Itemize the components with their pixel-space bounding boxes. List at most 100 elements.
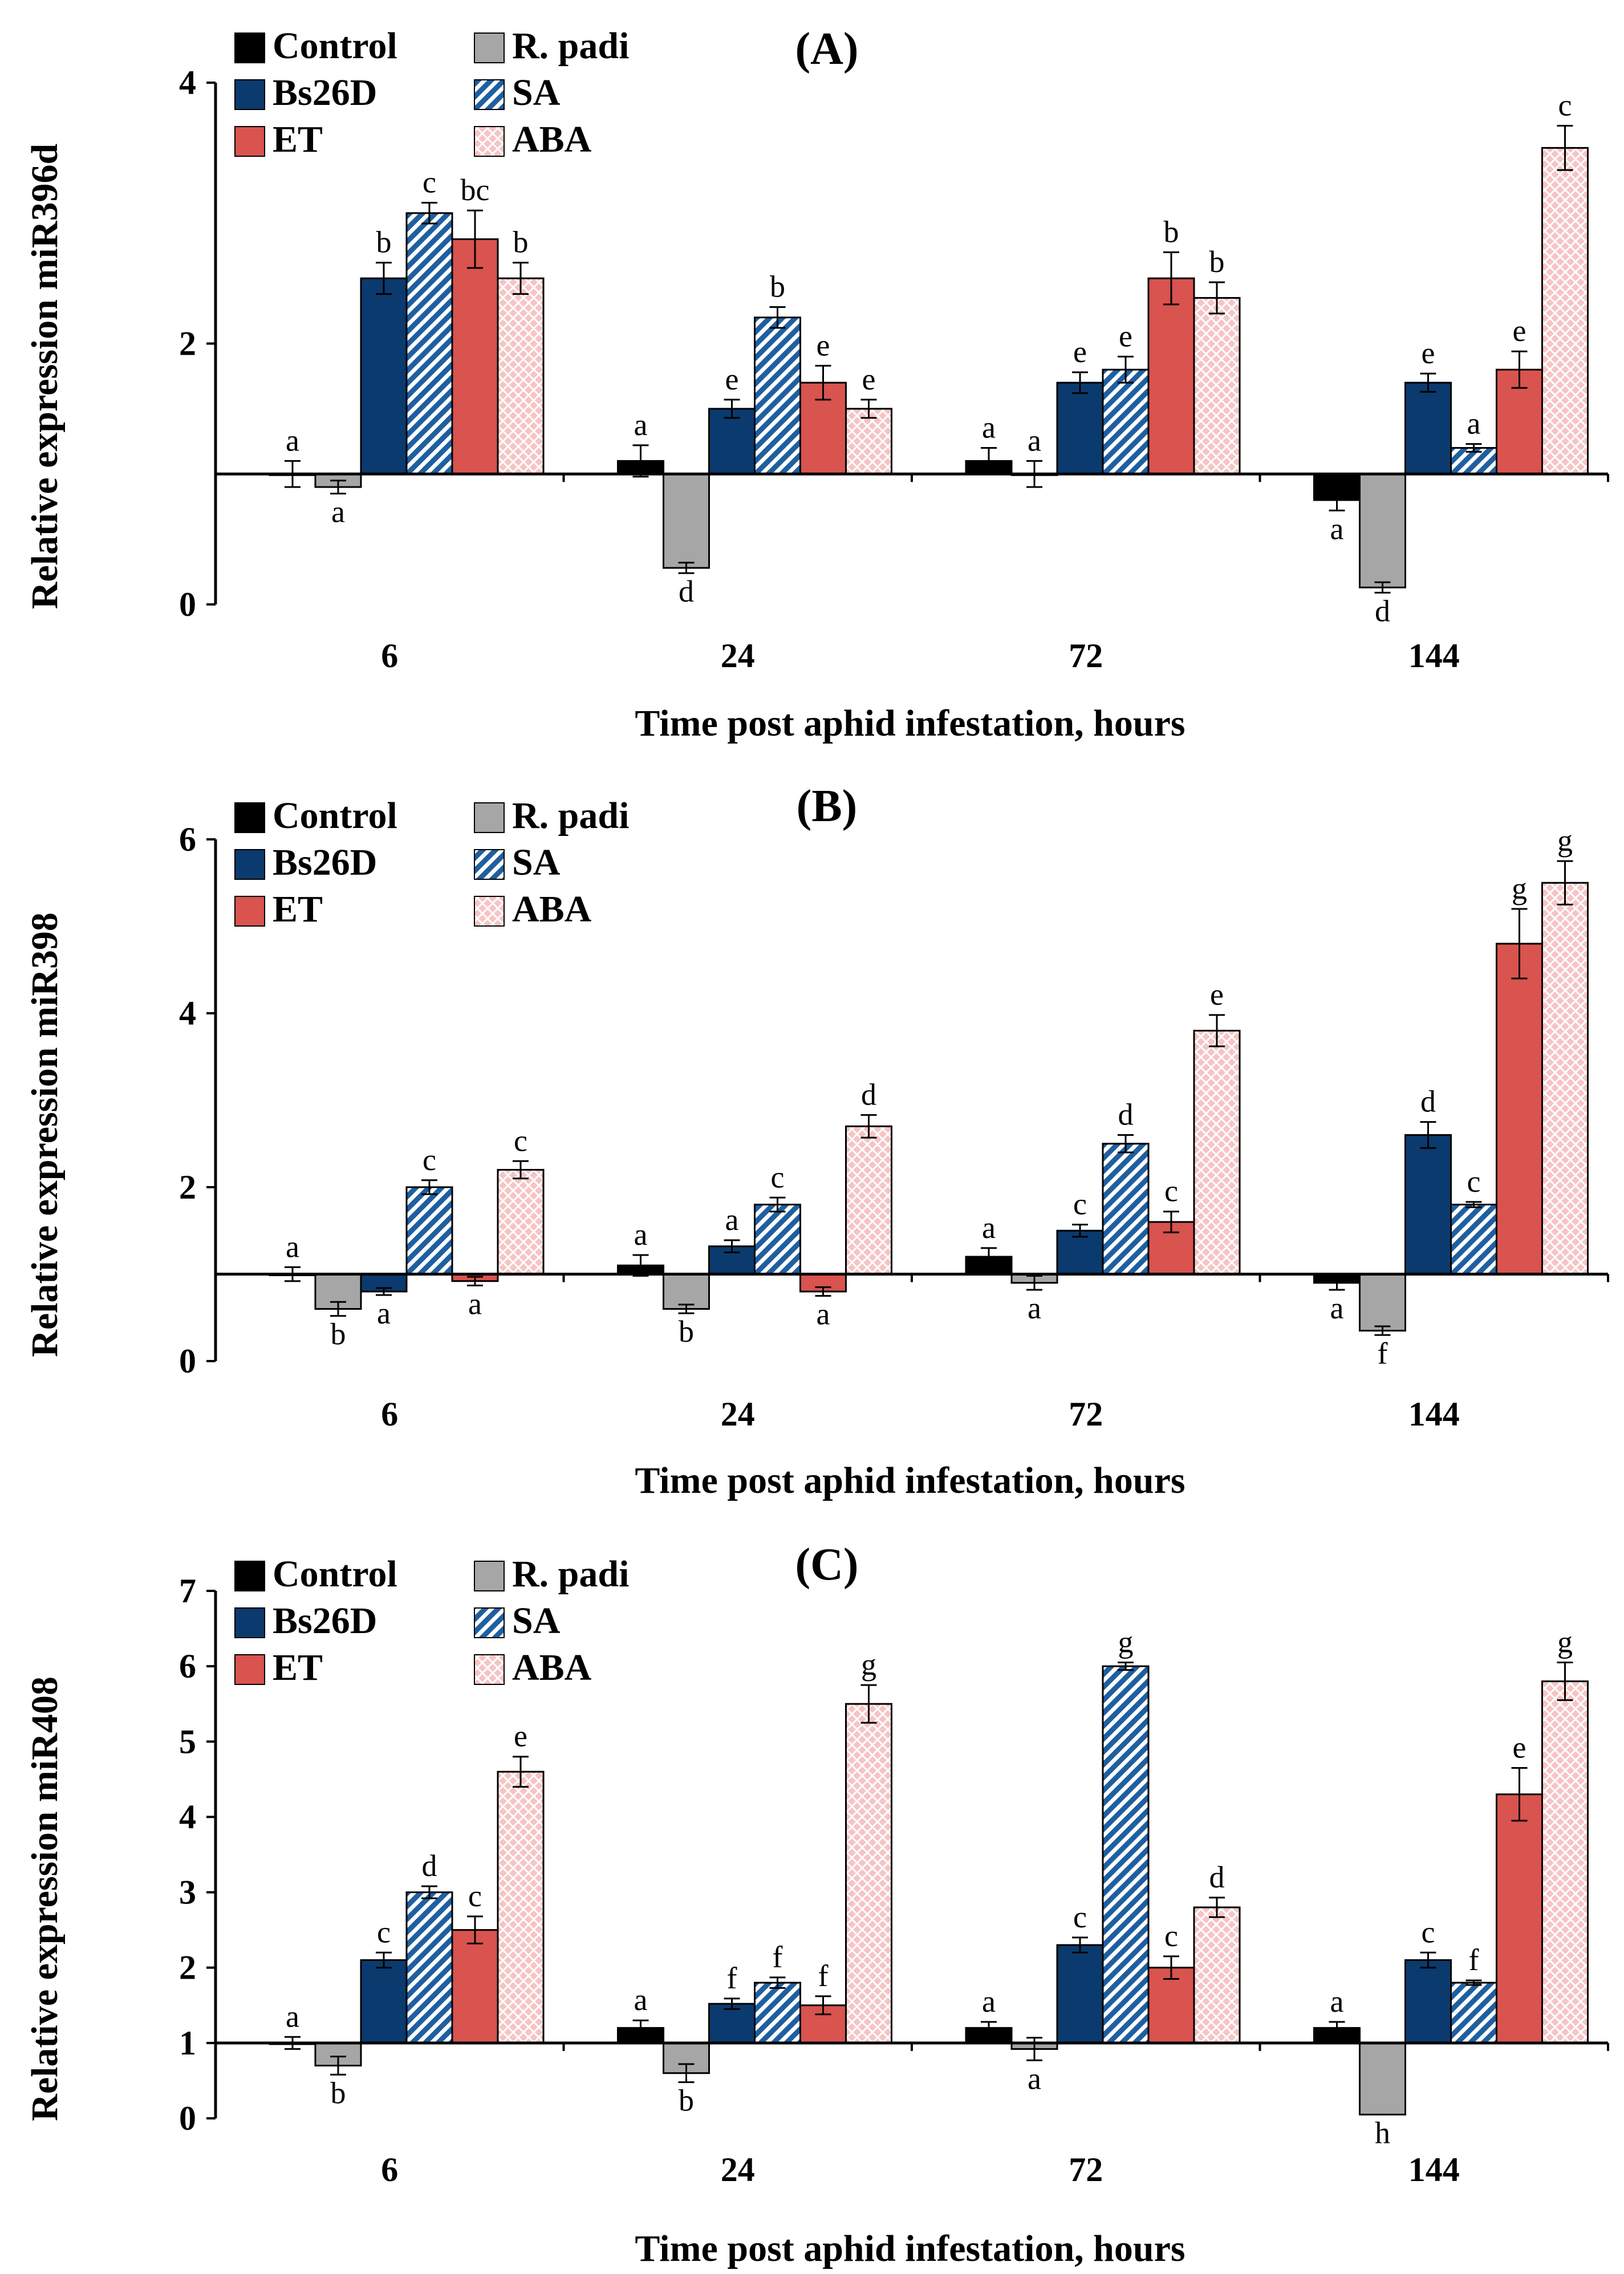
significance-label: g — [1557, 823, 1573, 858]
x-tick-label: 24 — [721, 2151, 755, 2188]
significance-label: b — [331, 2076, 346, 2110]
bar-aba-6 — [498, 1772, 543, 2043]
significance-label: a — [468, 1286, 482, 1321]
bar-aba-144 — [1542, 1682, 1588, 2043]
legend-swatch-aba — [474, 127, 504, 156]
significance-label: c — [1422, 1915, 1435, 1949]
legend-label-aba: ABA — [512, 119, 592, 160]
bar-r-padi-144 — [1360, 1274, 1406, 1331]
x-tick-label: 24 — [721, 637, 755, 675]
bar-aba-6 — [498, 278, 543, 474]
bar-bs26d-144 — [1406, 383, 1451, 474]
significance-label: a — [286, 1229, 299, 1264]
significance-label: bc — [461, 173, 490, 207]
y-tick-label: 6 — [179, 1647, 196, 1685]
x-tick-label: 144 — [1408, 2151, 1460, 2188]
x-tick-label: 72 — [1069, 1395, 1103, 1433]
significance-label: g — [1118, 1625, 1134, 1659]
legend-label-sa: SA — [512, 1600, 561, 1642]
significance-label: d — [1209, 1860, 1225, 1894]
bar-r-padi-144 — [1360, 474, 1406, 587]
legend-swatch-r-padi — [474, 33, 504, 63]
significance-label: d — [861, 1077, 876, 1111]
bar-sa-6 — [407, 1893, 452, 2043]
legend-swatch-sa — [474, 1608, 504, 1638]
significance-label: e — [1422, 336, 1435, 370]
significance-label: f — [1469, 1943, 1479, 1977]
bar-sa-24 — [755, 1205, 801, 1274]
legend-swatch-bs26d — [235, 850, 265, 879]
y-tick-label: 6 — [179, 821, 196, 858]
legend: Control R. padiBs26D SAET ABA — [235, 795, 629, 930]
panel-c: Control R. padiBs26D SAET ABA (C) Relative … — [24, 1540, 1608, 2269]
legend-label-sa: SA — [512, 72, 561, 113]
bar-sa-72 — [1103, 1144, 1148, 1274]
significance-label: c — [423, 1143, 436, 1177]
y-axis-title: Relative expression miR396d — [24, 144, 66, 609]
legend-swatch-aba — [474, 896, 504, 926]
significance-label: b — [679, 2084, 694, 2118]
legend-label-sa: SA — [512, 842, 561, 883]
legend-swatch-r-padi — [474, 803, 504, 833]
bar-bs26d-72 — [1057, 383, 1103, 474]
significance-label: e — [1513, 1731, 1526, 1765]
legend-label-aba: ABA — [512, 888, 592, 930]
bar-bs26d-144 — [1406, 1960, 1451, 2043]
y-tick-label: 2 — [179, 325, 196, 363]
panel-title: (C) — [795, 1540, 858, 1590]
bar-sa-72 — [1103, 369, 1148, 474]
bar-sa-24 — [755, 318, 801, 474]
significance-label: b — [679, 1314, 694, 1349]
significance-label: f — [727, 1961, 737, 1995]
legend-swatch-et — [235, 896, 265, 926]
legend-label-et: ET — [273, 119, 323, 160]
significance-label: d — [422, 1849, 437, 1883]
bar-aba-6 — [498, 1170, 543, 1274]
y-tick-label: 0 — [179, 1342, 196, 1380]
significance-label: b — [331, 1317, 346, 1351]
x-tick-label: 6 — [381, 2151, 398, 2188]
x-axis-title: Time post aphid infestation, hours — [635, 1460, 1185, 1501]
bar-sa-6 — [407, 213, 452, 474]
legend-label-r-padi: R. padi — [512, 795, 629, 836]
significance-label: d — [1375, 594, 1390, 628]
bar-aba-144 — [1542, 883, 1588, 1274]
bar-et-6 — [452, 1930, 498, 2043]
significance-label: b — [376, 225, 392, 259]
significance-label: g — [1557, 1625, 1573, 1659]
bar-aba-72 — [1194, 298, 1240, 474]
significance-label: c — [771, 1160, 785, 1194]
panel-title: (B) — [797, 781, 858, 831]
bar-bs26d-6 — [361, 1960, 407, 2043]
legend-label-aba: ABA — [512, 1647, 592, 1688]
bar-r-padi-24 — [664, 474, 709, 568]
legend-swatch-control — [235, 33, 265, 63]
significance-label: e — [514, 1719, 527, 1753]
significance-label: a — [817, 1297, 830, 1331]
y-axis-title: Relative expression miR398 — [24, 912, 66, 1357]
significance-label: a — [1028, 1291, 1041, 1325]
significance-label: a — [286, 1999, 299, 2033]
bar-sa-144 — [1451, 1983, 1497, 2043]
significance-label: e — [1119, 319, 1132, 353]
legend-label-bs26d: Bs26D — [273, 72, 377, 113]
significance-label: c — [1073, 1900, 1087, 1934]
significance-label: e — [1210, 977, 1224, 1012]
figure: Control R. padiBs26D SAET ABA (A) Relative … — [0, 0, 1624, 2274]
panel-b: Control R. padi Bs26D SA ET ABA (B) Relative … — [24, 781, 1608, 1501]
significance-label: b — [1164, 214, 1179, 249]
significance-label: g — [861, 1647, 876, 1682]
y-tick-label: 7 — [179, 1572, 196, 1610]
x-axis-title: Time post aphid infestation, hours — [635, 2228, 1185, 2269]
significance-label: c — [1558, 88, 1572, 122]
legend-label-control: Control — [273, 1553, 397, 1595]
significance-label: c — [423, 165, 436, 199]
x-tick-label: 24 — [721, 1395, 755, 1433]
legend-label-control: Control — [273, 25, 397, 67]
x-tick-label: 6 — [381, 1395, 398, 1433]
y-tick-label: 3 — [179, 1874, 196, 1911]
bar-sa-72 — [1103, 1666, 1148, 2043]
y-tick-label: 5 — [179, 1723, 196, 1760]
significance-label: d — [1118, 1098, 1134, 1132]
